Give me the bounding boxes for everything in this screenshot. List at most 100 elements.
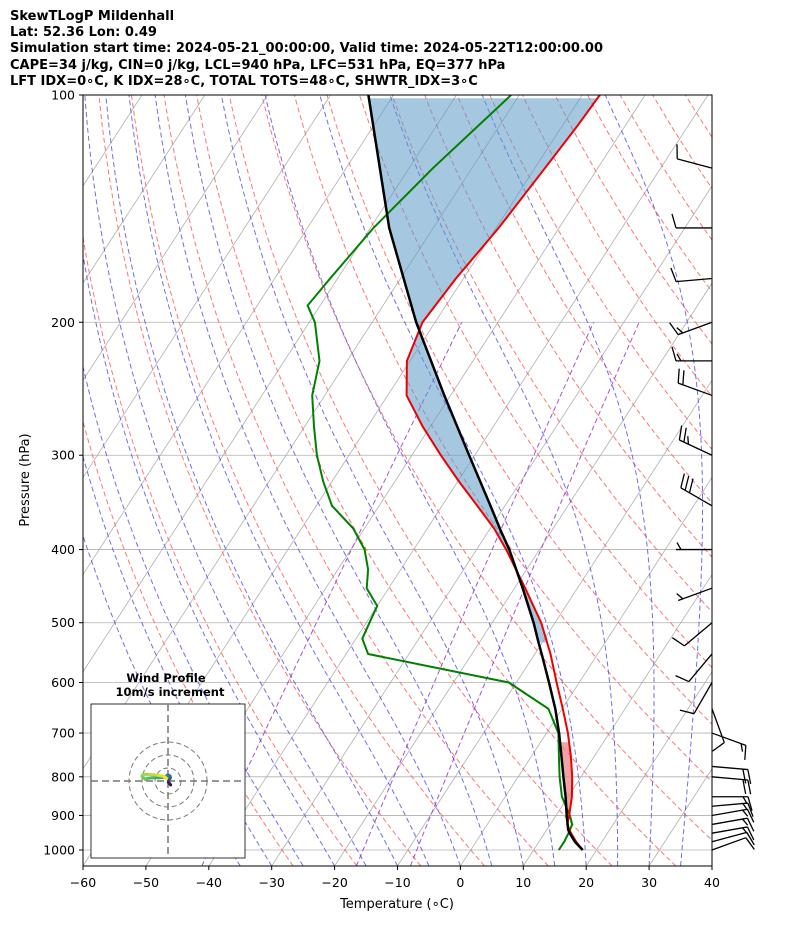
wind-barb [711, 826, 755, 841]
x-tick-label: 10 [515, 875, 531, 890]
wind-barb [677, 368, 713, 397]
isotherm-line [83, 95, 457, 673]
moist-adiabat [83, 454, 273, 866]
cape-area-top [368, 98, 598, 531]
chart-header: SkewTLogP Mildenhall Lat: 52.36 Lon: 0.4… [10, 9, 603, 90]
y-tick-label: 1000 [43, 843, 75, 858]
dry-adiabat [83, 233, 358, 866]
x-tick-label: −10 [384, 875, 410, 890]
wind-barb [711, 765, 752, 784]
x-tick-label: −40 [196, 875, 222, 890]
x-tick-label: 30 [641, 875, 657, 890]
wind-barb [711, 732, 747, 760]
wind-barb [711, 808, 755, 823]
y-tick-label: 900 [51, 808, 75, 823]
isotherm-line [711, 865, 712, 866]
moist-adiabat [154, 95, 461, 866]
hodograph-plot [91, 704, 245, 858]
dewpoint-profile [306, 95, 574, 851]
dry-adiabat [751, 95, 794, 866]
y-tick-label: 800 [51, 769, 75, 784]
moist-adiabat [84, 95, 367, 866]
moist-adiabat [604, 95, 704, 866]
moist-adiabat [105, 95, 398, 866]
wind-barb [711, 802, 754, 817]
moist-adiabat [83, 364, 304, 866]
wind-barb [711, 817, 755, 832]
isotherm-line [585, 670, 712, 866]
y-axis-label: Pressure (hPa) [18, 433, 33, 526]
wind-barb [679, 682, 713, 715]
mixing-ratio-line [409, 322, 640, 866]
moist-adiabat [83, 252, 336, 866]
stability-line: CAPE=34 j/kg, CIN=0 j/kg, LCL=940 hPa, L… [10, 57, 506, 73]
x-tick-label: 20 [578, 875, 594, 890]
wind-barb [671, 213, 712, 229]
y-tick-label: 600 [51, 675, 75, 690]
hodograph-subtitle: 10m/s increment [116, 685, 225, 699]
isotherm-line [83, 95, 269, 382]
x-tick-label: 0 [456, 875, 464, 890]
dry-adiabat [456, 95, 712, 504]
isotherm-line [334, 282, 712, 866]
wind-barb [711, 831, 755, 846]
x-axis-label: Temperature (∘C) [339, 897, 454, 912]
chart-title: SkewTLogP Mildenhall [10, 9, 175, 24]
wind-barb [711, 837, 755, 851]
isotherm-line [397, 379, 712, 866]
wind-barb [671, 622, 713, 647]
dry-adiabat [261, 95, 712, 841]
isotherm-line [0, 95, 79, 866]
y-tick-label: 700 [51, 726, 75, 741]
wind-barb [712, 796, 753, 811]
y-tick-label: 500 [51, 615, 75, 630]
dry-adiabat [163, 95, 549, 866]
isotherm-line [460, 476, 712, 866]
x-tick-label: −50 [133, 875, 159, 890]
x-tick-label: −30 [259, 875, 285, 890]
wind-barb [676, 587, 713, 602]
y-axis: 100 200 300 400 500 600 700 800 900 1000 [43, 88, 83, 858]
x-tick-label: −20 [321, 875, 347, 890]
x-axis: −60 −50 −40 −30 −20 −10 0 10 20 30 40 [70, 866, 720, 890]
hodograph-inset: Wind Profile 10m/s increment [90, 671, 246, 859]
y-tick-label: 200 [51, 315, 75, 330]
moist-adiabat [184, 95, 493, 866]
hodograph-segment [162, 774, 169, 781]
wind-barb [711, 708, 725, 752]
dry-adiabat [391, 95, 712, 613]
wind-barbs [669, 144, 755, 851]
dry-adiabat [489, 95, 712, 451]
wind-barb [678, 425, 713, 456]
wind-barb [676, 144, 713, 169]
dry-adiabat [130, 95, 485, 866]
isotherm-line [522, 573, 712, 866]
wind-barb [669, 321, 713, 336]
moist-adiabat [220, 95, 524, 866]
moist-adiabat [744, 95, 794, 866]
wind-barb [711, 776, 752, 795]
moist-adiabat [711, 862, 712, 866]
location-line: Lat: 52.36 Lon: 0.49 [10, 25, 157, 41]
y-tick-label: 300 [51, 448, 75, 463]
moist-adiabat [389, 95, 619, 866]
y-tick-label: 400 [51, 542, 75, 557]
moist-adiabat [83, 534, 241, 866]
dry-adiabat [83, 419, 294, 866]
time-line: Simulation start time: 2024-05-21_00:00:… [10, 41, 603, 57]
cape-area-upper [495, 530, 548, 643]
moist-adiabat [128, 95, 430, 866]
isotherm-line [83, 95, 394, 576]
dry-adiabat [783, 95, 794, 866]
isotherm-line [0, 95, 16, 866]
index-line: LFT IDX=0∘C, K IDX=28∘C, TOTAL TOTS=48∘C… [10, 73, 478, 89]
wind-barb [671, 346, 712, 362]
x-tick-label: −60 [70, 875, 96, 890]
hodograph-title: Wind Profile [126, 671, 206, 685]
isotherm-line [83, 95, 331, 479]
moist-adiabat [264, 95, 556, 866]
moist-adiabats [83, 95, 794, 866]
wind-barb [680, 473, 713, 507]
dry-adiabat [424, 95, 712, 558]
